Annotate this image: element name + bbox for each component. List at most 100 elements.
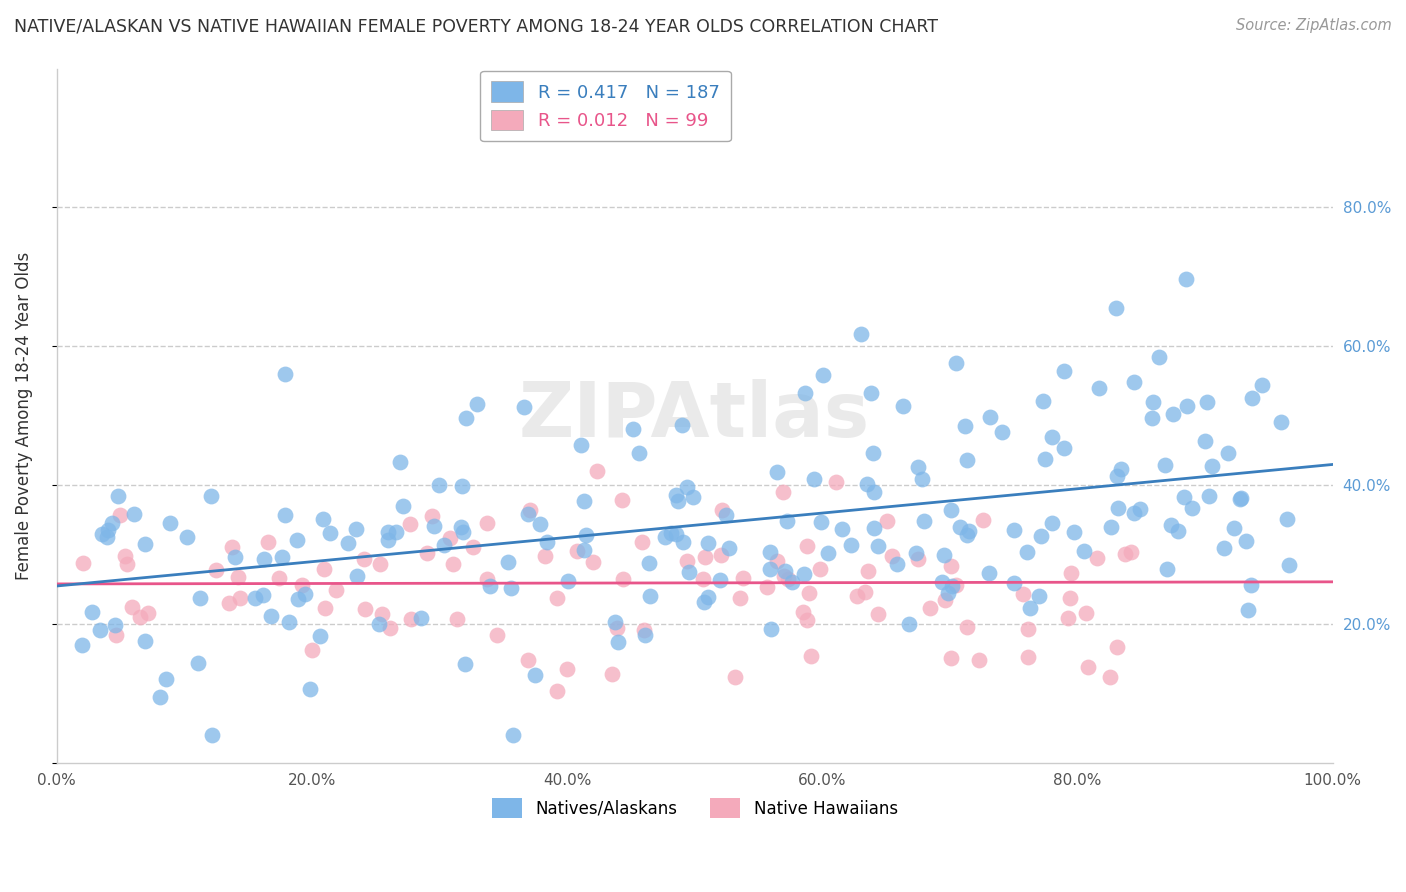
- Point: [891, 399, 914, 413]
- Point: [612, 572, 634, 586]
- Point: [876, 514, 898, 528]
- Point: [856, 476, 879, 491]
- Point: [450, 479, 472, 493]
- Point: [1240, 578, 1263, 592]
- Point: [1114, 548, 1136, 562]
- Point: [201, 728, 224, 742]
- Point: [606, 621, 628, 635]
- Point: [948, 519, 970, 533]
- Y-axis label: Female Poverty Among 18-24 Year Olds: Female Poverty Among 18-24 Year Olds: [15, 252, 32, 580]
- Point: [557, 574, 579, 588]
- Point: [692, 572, 714, 586]
- Point: [1029, 528, 1052, 542]
- Point: [229, 591, 252, 605]
- Point: [546, 591, 568, 605]
- Point: [1218, 446, 1240, 460]
- Point: [696, 591, 718, 605]
- Point: [1035, 452, 1057, 467]
- Point: [675, 480, 697, 494]
- Point: [1002, 523, 1025, 537]
- Point: [188, 591, 211, 605]
- Point: [524, 668, 547, 682]
- Point: [1278, 558, 1301, 572]
- Point: [287, 592, 309, 607]
- Point: [796, 613, 818, 627]
- Point: [368, 616, 391, 631]
- Point: [513, 400, 536, 414]
- Point: [380, 621, 402, 635]
- Point: [291, 578, 314, 592]
- Point: [252, 589, 274, 603]
- Point: [187, 656, 209, 670]
- Point: [759, 545, 782, 559]
- Point: [269, 571, 291, 585]
- Point: [945, 356, 967, 370]
- Point: [717, 541, 740, 556]
- Point: [1017, 649, 1039, 664]
- Point: [853, 584, 876, 599]
- Point: [569, 438, 592, 452]
- Point: [863, 485, 886, 500]
- Point: [138, 606, 160, 620]
- Point: [278, 615, 301, 629]
- Point: [200, 489, 222, 503]
- Point: [675, 554, 697, 568]
- Point: [370, 607, 392, 621]
- Point: [441, 557, 464, 571]
- Point: [1229, 491, 1251, 506]
- Point: [114, 549, 136, 564]
- Point: [451, 525, 474, 540]
- Point: [666, 494, 689, 508]
- Point: [967, 652, 990, 666]
- Point: [808, 562, 831, 576]
- Point: [486, 627, 509, 641]
- Point: [846, 589, 869, 603]
- Point: [1270, 415, 1292, 429]
- Point: [907, 551, 929, 566]
- Point: [671, 418, 693, 433]
- Point: [159, 516, 181, 530]
- Point: [866, 539, 889, 553]
- Point: [104, 617, 127, 632]
- Point: [634, 628, 657, 642]
- Point: [693, 595, 716, 609]
- Point: [257, 534, 280, 549]
- Point: [1251, 378, 1274, 392]
- Point: [953, 419, 976, 434]
- Point: [793, 566, 815, 581]
- Point: [1073, 544, 1095, 558]
- Point: [271, 550, 294, 565]
- Point: [499, 581, 522, 595]
- Point: [1198, 489, 1220, 503]
- Point: [1230, 491, 1253, 505]
- Point: [107, 489, 129, 503]
- Point: [391, 500, 413, 514]
- Point: [1019, 600, 1042, 615]
- Point: [882, 549, 904, 563]
- Point: [659, 525, 682, 540]
- Point: [517, 653, 540, 667]
- Point: [224, 550, 246, 565]
- Point: [454, 411, 477, 425]
- Point: [638, 589, 661, 603]
- Point: [766, 466, 789, 480]
- Point: [945, 578, 967, 592]
- Point: [555, 662, 578, 676]
- Point: [253, 552, 276, 566]
- Point: [519, 502, 541, 516]
- Point: [1104, 301, 1126, 315]
- Point: [972, 513, 994, 527]
- Point: [956, 528, 979, 542]
- Point: [498, 555, 520, 569]
- Point: [129, 610, 152, 624]
- Point: [1236, 603, 1258, 617]
- Point: [610, 492, 633, 507]
- Point: [1056, 611, 1078, 625]
- Point: [1154, 458, 1177, 472]
- Point: [991, 425, 1014, 439]
- Point: [709, 574, 731, 588]
- Point: [776, 514, 799, 528]
- Point: [1201, 458, 1223, 473]
- Point: [301, 643, 323, 657]
- Point: [607, 635, 630, 649]
